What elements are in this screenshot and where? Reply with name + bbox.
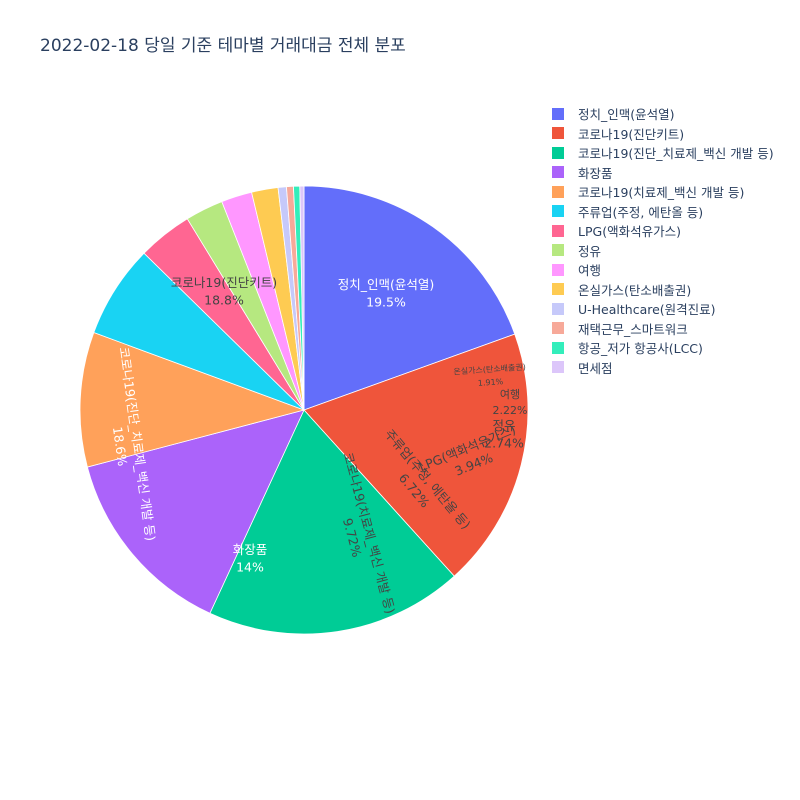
- slice-percent-label: 19.5%: [366, 295, 406, 310]
- legend-swatch: [552, 361, 564, 374]
- pie-slice[interactable]: [79, 332, 306, 468]
- legend-label: 온실가스(탄소배출권): [578, 282, 692, 298]
- legend-item[interactable]: 항공_저가 항공사(LCC): [548, 338, 774, 358]
- slice-label-group: 화장품 14%: [233, 542, 268, 575]
- slice-label: 정치_인맥(윤석열): [338, 277, 435, 292]
- legend-item[interactable]: 화장품: [548, 163, 774, 183]
- legend-swatch: [552, 107, 564, 120]
- legend-label: 코로나19(진단키트): [578, 126, 685, 142]
- legend-item[interactable]: 여행: [548, 260, 774, 280]
- slice-label: 정유: [492, 418, 515, 433]
- slice-percent-label: 2.74%: [484, 436, 524, 451]
- slice-label-group: 코로나19(진단키트) 18.8%: [171, 275, 277, 308]
- legend-item[interactable]: 정치_인맥(윤석열): [548, 104, 774, 124]
- pie-slice[interactable]: [299, 185, 305, 411]
- legend-label: 면세점: [578, 360, 613, 376]
- legend-swatch: [552, 244, 564, 257]
- legend-label: 여행: [578, 263, 602, 279]
- slice-percent-label: 18.6%: [110, 426, 130, 468]
- legend-item[interactable]: 코로나19(치료제_백신 개발 등): [548, 182, 774, 202]
- legend-swatch: [552, 224, 564, 237]
- legend-item[interactable]: 재택근무_스마트워크: [548, 319, 774, 339]
- legend-item[interactable]: 면세점: [548, 358, 774, 378]
- legend-swatch: [552, 283, 564, 296]
- slice-label: 여행: [500, 388, 520, 401]
- legend-label: 정유: [578, 243, 602, 259]
- legend-label: U-Healthcare(원격진료): [578, 302, 716, 318]
- legend-label: 정치_인맥(윤석열): [578, 107, 675, 123]
- legend-label: 코로나19(진단_치료제_백신 개발 등): [578, 146, 774, 162]
- legend-swatch: [552, 185, 564, 198]
- legend-item[interactable]: 코로나19(진단_치료제_백신 개발 등): [548, 143, 774, 163]
- legend-swatch: [552, 263, 564, 276]
- legend-item[interactable]: U-Healthcare(원격진료): [548, 299, 774, 319]
- slice-percent-label: 1.91%: [478, 377, 504, 388]
- slice-percent-label: 18.8%: [204, 293, 244, 308]
- slice-label: 코로나19(진단키트): [171, 275, 277, 290]
- slice-label-group: 여행 2.22%: [493, 388, 528, 417]
- chart-title: 2022-02-18 당일 기준 테마별 거래대금 전체 분포: [40, 36, 406, 56]
- legend-item[interactable]: 코로나19(진단키트): [548, 124, 774, 144]
- legend-swatch: [552, 146, 564, 159]
- pie-slice[interactable]: [209, 409, 455, 635]
- legend-item[interactable]: LPG(액화석유가스): [548, 221, 774, 241]
- legend-label: 화장품: [578, 165, 613, 181]
- legend-swatch: [552, 205, 564, 218]
- legend-swatch: [552, 127, 564, 140]
- legend-item[interactable]: 주류업(주정, 에탄올 등): [548, 202, 774, 222]
- legend-swatch: [552, 341, 564, 354]
- legend-label: 주류업(주정, 에탄올 등): [578, 204, 704, 220]
- slice-label-group: 정유 2.74%: [484, 418, 524, 451]
- legend-swatch: [552, 322, 564, 335]
- legend-label: 재택근무_스마트워크: [578, 321, 688, 337]
- pie-slice[interactable]: [303, 185, 516, 411]
- slice-percent-label: 14%: [236, 560, 264, 575]
- pie-slice[interactable]: [86, 409, 305, 614]
- legend-swatch: [552, 302, 564, 315]
- slice-label-group: 정치_인맥(윤석열) 19.5%: [338, 277, 435, 310]
- slice-percent-label: 2.22%: [493, 404, 528, 417]
- pie-slice[interactable]: [303, 333, 529, 577]
- legend: 정치_인맥(윤석열) 코로나19(진단키트) 코로나19(진단_치료제_백신 개발 …: [548, 104, 774, 377]
- slice-label: 화장품: [233, 542, 268, 557]
- legend-item[interactable]: 정유: [548, 241, 774, 261]
- legend-label: LPG(액화석유가스): [578, 224, 681, 240]
- legend-item[interactable]: 온실가스(탄소배출권): [548, 280, 774, 300]
- legend-swatch: [552, 166, 564, 179]
- legend-label: 항공_저가 항공사(LCC): [578, 341, 703, 357]
- legend-label: 코로나19(치료제_백신 개발 등): [578, 185, 745, 201]
